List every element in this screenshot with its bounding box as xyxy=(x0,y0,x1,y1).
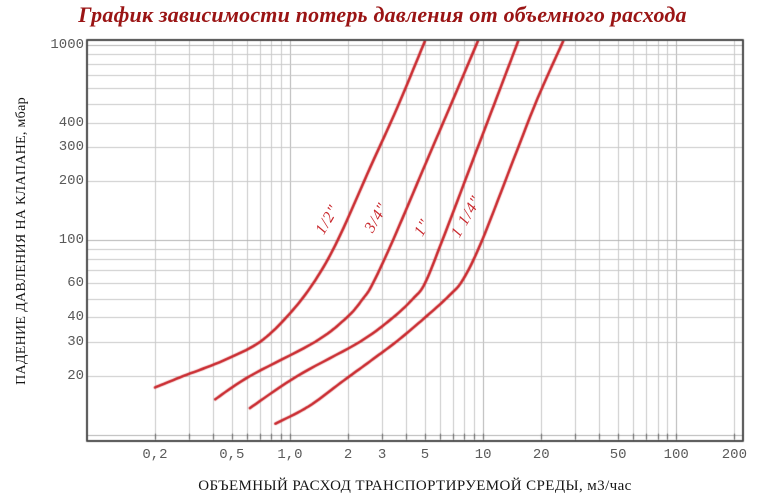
x-tick-label: 10 xyxy=(474,447,492,463)
x-tick-label: 2 xyxy=(343,447,353,463)
y-tick-label: 300 xyxy=(58,138,84,155)
x-tick-label: 100 xyxy=(663,447,689,463)
y-tick-label: 30 xyxy=(67,333,84,350)
y-tick-label: 40 xyxy=(67,309,84,326)
x-tick-label: 3 xyxy=(377,447,387,463)
y-axis-title: ПАДЕНИЕ ДАВЛЕНИЯ НА КЛАПАНЕ, мбар xyxy=(14,97,29,385)
y-tick-label: 200 xyxy=(58,173,84,190)
x-axis-title: ОБЪЕМНЫЙ РАСХОД ТРАНСПОРТИРУЕМОЙ СРЕДЫ, … xyxy=(198,478,632,494)
x-tick-label: 0,2 xyxy=(142,447,168,463)
x-tick-label: 0,5 xyxy=(219,447,245,463)
y-tick-label: 400 xyxy=(58,114,84,131)
y-tick-label: 100 xyxy=(58,231,84,248)
x-tick-label: 50 xyxy=(609,447,627,463)
y-tick-label: 20 xyxy=(67,368,84,385)
x-tick-label: 5 xyxy=(420,447,430,463)
x-tick-label: 20 xyxy=(532,447,550,463)
x-tick-label: 1,0 xyxy=(277,447,303,463)
y-tick-label: 1000 xyxy=(50,37,84,54)
x-tick-label: 200 xyxy=(721,447,747,463)
y-tick-label: 60 xyxy=(67,275,84,292)
